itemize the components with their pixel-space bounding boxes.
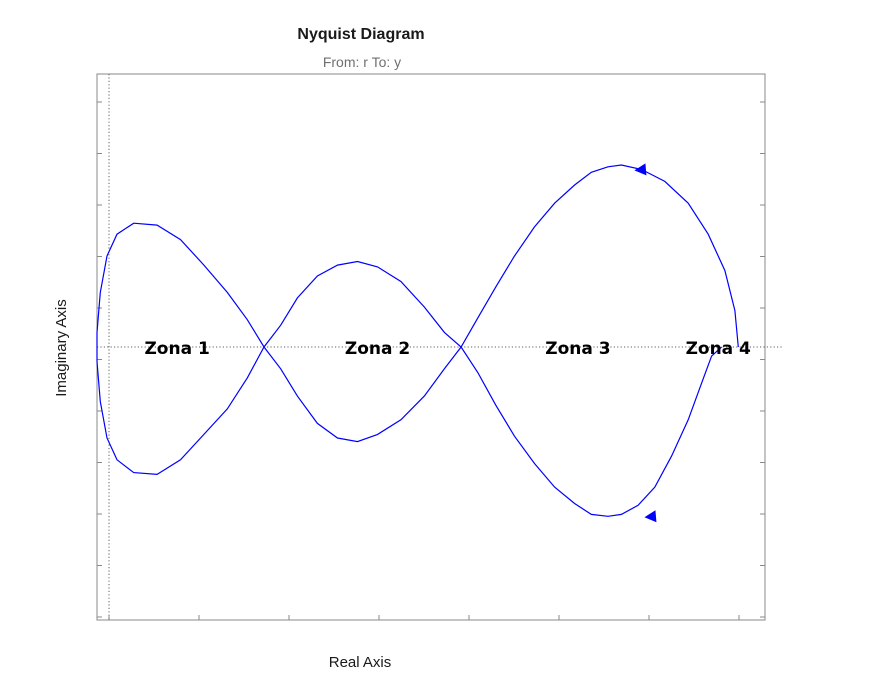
nyquist-curve-layer [96, 163, 739, 523]
zone-label: Zona 3 [545, 339, 610, 359]
zone-label: Zona 2 [345, 339, 410, 359]
reference-lines [97, 74, 783, 620]
nyquist-curve [96, 164, 739, 517]
direction-arrow [644, 510, 657, 523]
direction-arrow [634, 163, 647, 176]
chart-title: Nyquist Diagram [297, 26, 424, 43]
chart-subtitle: From: r To: y [323, 54, 401, 70]
zone-labels: Zona 1 Zona 2 Zona 3 Zona 4 [144, 339, 751, 359]
axis-ticks [97, 101, 765, 620]
zone-label: Zona 4 [686, 339, 751, 359]
y-axis-label: Imaginary Axis [53, 299, 70, 397]
zone-label: Zona 1 [144, 339, 209, 359]
x-axis-label: Real Axis [329, 654, 392, 671]
